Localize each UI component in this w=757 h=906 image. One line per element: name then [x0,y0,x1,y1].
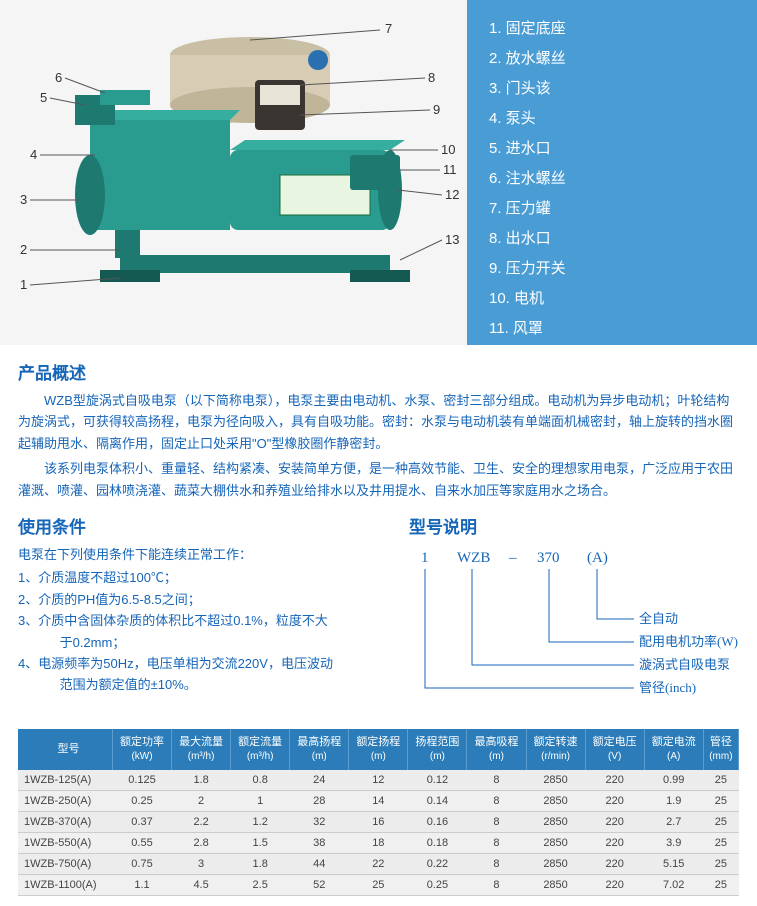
part-item: 8. 出水口 [489,224,735,254]
diag-label-11: 11 [443,162,457,177]
svg-text:370: 370 [537,550,560,566]
diag-label-7: 7 [385,21,392,36]
cond-3: 3、介质中含固体杂质的体积比不超过0.1%，粒度不大 [18,610,379,631]
svg-text:(A): (A) [587,550,608,566]
part-item: 4. 泵头 [489,104,735,134]
svg-text:管径(inch): 管径(inch) [639,680,696,695]
cond-4b: 范围为额定值的±10%。 [18,674,379,695]
table-row: 1WZB-550(A)0.552.81.538180.18828502203.9… [18,832,739,853]
diag-label-13: 13 [445,232,459,247]
cond-2: 2、介质的PH值为6.5-8.5之间； [18,589,379,610]
table-header: 最高吸程(m) [467,729,526,770]
diag-label-6: 6 [55,70,62,85]
part-item: 12. 电容接线盒 [489,344,735,374]
diag-label-12: 12 [445,187,459,202]
table-header: 额定扬程(m) [349,729,408,770]
cond-1: 1、介质温度不超过100℃； [18,567,379,588]
part-item: 1. 固定底座 [489,14,735,44]
table-header: 扬程范围(m) [408,729,467,770]
svg-text:漩涡式自吸电泵: 漩涡式自吸电泵 [639,657,730,672]
table-row: 1WZB-750(A)0.7531.844220.22828502205.152… [18,853,739,874]
table-header: 最大流量(m³/h) [172,729,231,770]
svg-text:–: – [508,550,517,566]
cond-4: 4、电源频率为50Hz，电压单相为交流220V，电压波动 [18,653,379,674]
svg-text:配用电机功率(W): 配用电机功率(W) [639,634,738,649]
model-diagram: 1 WZB – 370 (A) 全自动 配用电机功率(W) 漩涡式自吸电泵 管径 [409,544,739,714]
table-header: 额定电流(A) [644,729,703,770]
diag-label-5: 5 [40,90,47,105]
diag-label-10: 10 [441,142,455,157]
spec-table: 型号额定功率(kW)最大流量(m³/h)额定流量(m³/h)最高扬程(m)额定扬… [18,729,739,896]
table-row: 1WZB-1100(A)1.14.52.552250.25828502207.0… [18,874,739,895]
table-header: 型号 [18,729,112,770]
cond-head: 电泵在下列使用条件下能连续正常工作： [18,544,379,563]
part-item: 11. 风罩 [489,314,735,344]
table-row: 1WZB-370(A)0.372.21.232160.16828502202.7… [18,811,739,832]
diag-label-1: 1 [20,277,27,292]
parts-list: 1. 固定底座2. 放水螺丝3. 门头该4. 泵头5. 进水口6. 注水螺丝7.… [467,0,757,345]
part-item: 10. 电机 [489,284,735,314]
overview-p1: WZB型旋涡式自吸电泵（以下简称电泵），电泵主要由电动机、水泵、密封三部分组成。… [18,390,739,454]
table-header: 管径(mm) [703,729,738,770]
svg-text:1: 1 [421,550,429,566]
part-item: 2. 放水螺丝 [489,44,735,74]
table-header: 额定电压(V) [585,729,644,770]
model-title: 型号说明 [409,513,739,538]
part-item: 6. 注水螺丝 [489,164,735,194]
table-header: 额定流量(m³/h) [231,729,290,770]
part-item: 9. 压力开关 [489,254,735,284]
part-item: 5. 进水口 [489,134,735,164]
diag-label-3: 3 [20,192,27,207]
svg-text:WZB: WZB [457,550,490,566]
table-header: 最高扬程(m) [290,729,349,770]
pump-diagram: 7 6 5 4 3 2 1 8 9 10 11 12 13 [0,0,467,345]
table-row: 1WZB-125(A)0.1251.80.824120.12828502200.… [18,770,739,791]
part-item: 7. 压力罐 [489,194,735,224]
part-item: 3. 门头该 [489,74,735,104]
table-header: 额定转速(r/min) [526,729,585,770]
table-header: 额定功率(kW) [112,729,171,770]
cond-3b: 于0.2mm； [18,632,379,653]
diag-label-8: 8 [428,70,435,85]
conditions-title: 使用条件 [18,513,379,538]
diag-label-2: 2 [20,242,27,257]
diag-label-4: 4 [30,147,37,162]
overview-p2: 该系列电泵体积小、重量轻、结构紧凑、安装简单方便，是一种高效节能、卫生、安全的理… [18,458,739,501]
table-row: 1WZB-250(A)0.252128140.14828502201.925 [18,790,739,811]
svg-text:全自动: 全自动 [639,611,678,626]
diag-label-9: 9 [433,102,440,117]
